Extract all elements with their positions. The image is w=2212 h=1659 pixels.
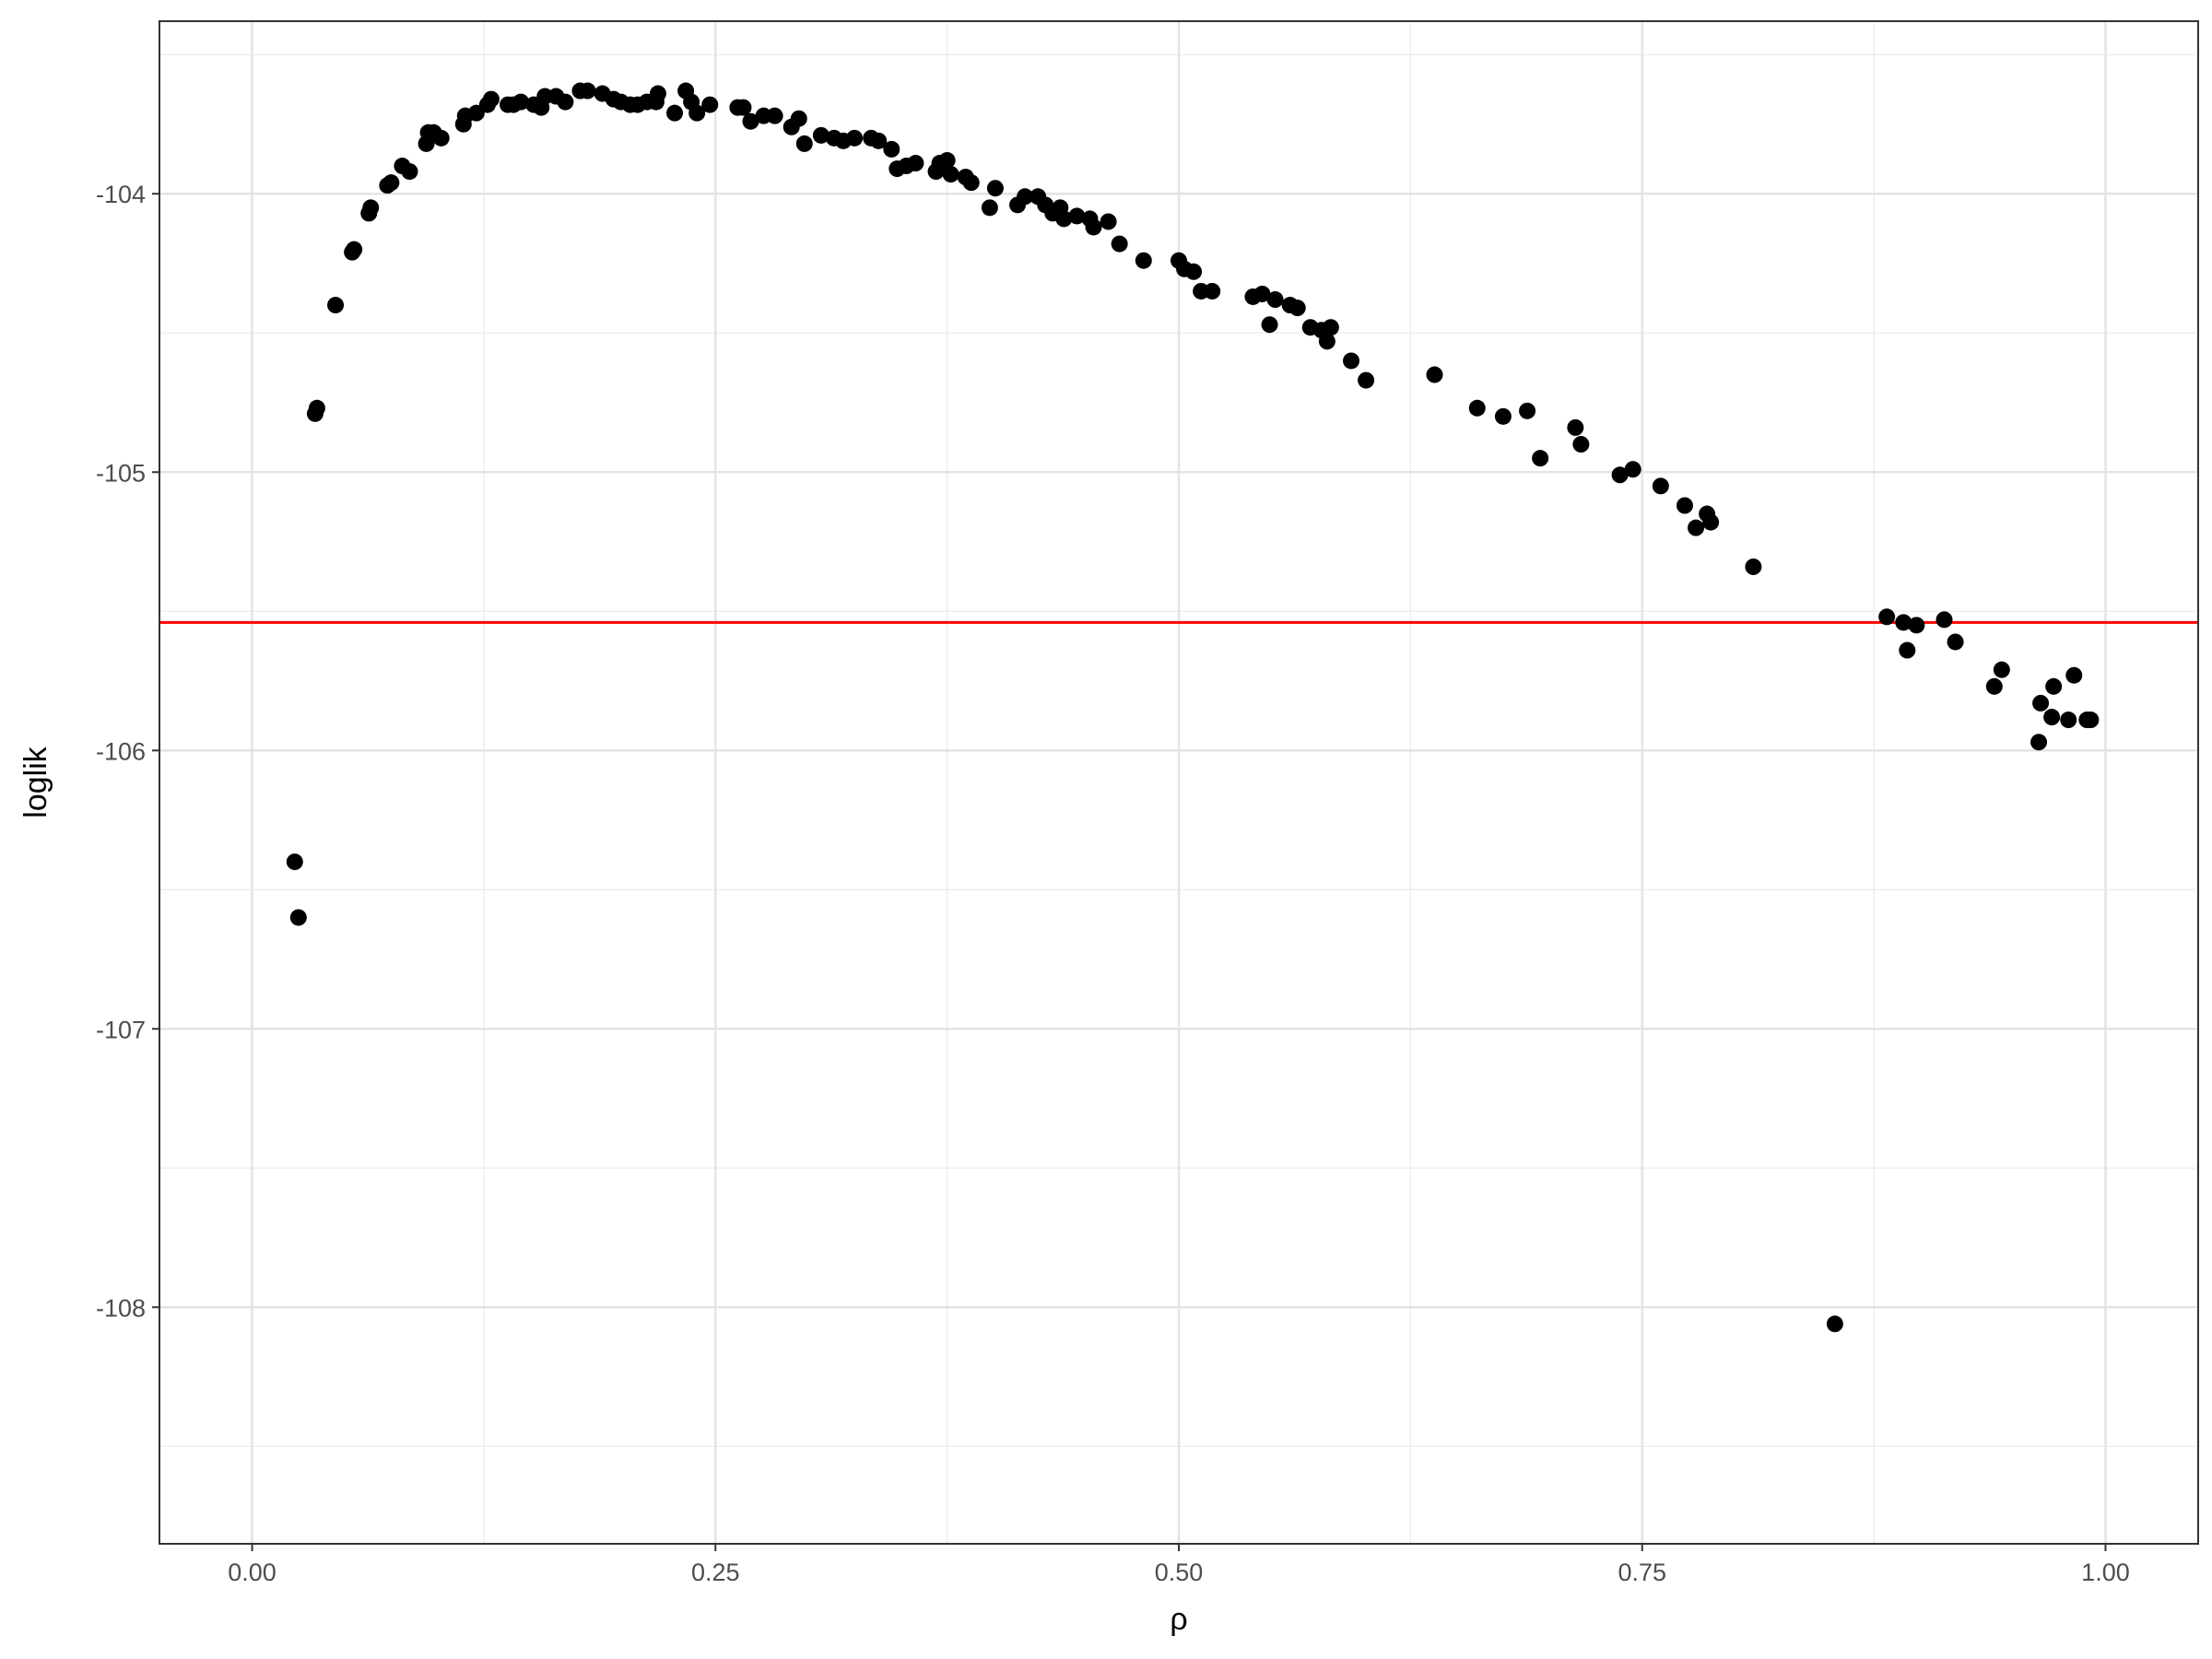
data-point	[2065, 666, 2083, 684]
y-tick-label: -108	[96, 1294, 146, 1322]
data-point	[2060, 712, 2077, 729]
data-point	[1266, 291, 1284, 309]
data-point	[1468, 399, 1486, 417]
data-point	[1426, 366, 1443, 383]
data-point	[1100, 213, 1117, 230]
data-point	[289, 909, 307, 926]
data-point	[790, 110, 807, 127]
data-point	[1111, 235, 1128, 253]
data-point	[1055, 210, 1073, 228]
data-point	[846, 129, 864, 147]
data-point	[1519, 402, 1536, 419]
data-point	[1676, 497, 1693, 514]
data-point	[432, 129, 450, 147]
data-point	[401, 163, 418, 181]
data-point	[1253, 285, 1271, 302]
data-point	[1947, 633, 1964, 651]
data-point	[812, 126, 830, 144]
data-point	[2030, 734, 2048, 751]
data-point	[1017, 188, 1034, 206]
data-point	[482, 90, 500, 108]
data-point	[1908, 617, 1925, 634]
data-point	[2043, 709, 2061, 726]
data-point	[308, 399, 325, 417]
data-point	[1085, 218, 1102, 236]
data-point	[1936, 611, 1953, 629]
y-axis-title: loglik	[18, 746, 53, 818]
data-point	[1624, 461, 1641, 478]
data-point	[883, 140, 900, 158]
data-points	[286, 82, 2100, 1333]
data-point	[795, 135, 813, 152]
y-tick-label: -105	[96, 459, 146, 487]
data-point	[986, 180, 1004, 197]
data-point	[1135, 252, 1152, 269]
data-point	[382, 174, 400, 192]
data-point	[1567, 418, 1584, 436]
x-tick-label: 0.00	[228, 1559, 276, 1586]
y-axis: -104 -105 -106 -107 -108	[96, 181, 159, 1322]
data-point	[1572, 436, 1590, 453]
y-tick-label: -106	[96, 737, 146, 765]
data-point	[1261, 316, 1278, 334]
data-point	[649, 85, 666, 102]
x-axis: 0.00 0.25 0.50 0.75 1.00	[228, 1544, 2130, 1586]
data-point	[2082, 712, 2100, 729]
data-point	[362, 199, 380, 217]
data-point	[766, 107, 783, 124]
data-point	[742, 112, 759, 130]
data-point	[1288, 300, 1306, 317]
data-point	[1895, 614, 1912, 631]
data-point	[1343, 352, 1360, 370]
data-point	[1204, 282, 1221, 300]
data-point	[512, 93, 530, 111]
data-point	[1532, 450, 1549, 467]
y-tick-label: -104	[96, 181, 146, 208]
data-point	[735, 99, 752, 116]
data-point	[1899, 641, 1916, 659]
data-point	[579, 82, 596, 100]
data-point	[701, 96, 719, 113]
data-point	[2032, 694, 2050, 712]
data-point	[1322, 319, 1339, 336]
y-tick-label: -107	[96, 1016, 146, 1043]
data-point	[1878, 608, 1896, 626]
data-point	[2045, 677, 2063, 695]
data-point	[286, 853, 303, 871]
data-point	[666, 104, 684, 122]
data-point	[981, 199, 998, 217]
data-point	[1688, 519, 1705, 536]
data-point	[1745, 558, 1762, 575]
data-point	[870, 132, 888, 149]
data-point	[557, 93, 574, 111]
data-point	[1358, 371, 1375, 389]
data-point	[1652, 477, 1669, 495]
data-point	[907, 155, 924, 172]
x-tick-label: 1.00	[2081, 1559, 2130, 1586]
data-point	[1318, 333, 1335, 350]
data-point	[1993, 661, 2010, 678]
data-point	[1185, 263, 1203, 280]
x-axis-title: ρ	[1170, 1602, 1187, 1637]
data-point	[688, 104, 706, 122]
data-point	[1494, 407, 1512, 425]
data-point	[938, 152, 956, 170]
x-tick-label: 0.75	[1618, 1559, 1666, 1586]
data-point	[1068, 207, 1086, 225]
data-point	[1611, 466, 1629, 484]
data-point	[1985, 677, 2003, 695]
data-point	[942, 166, 959, 183]
data-point	[346, 241, 363, 258]
data-point	[962, 174, 980, 192]
data-point	[327, 297, 345, 314]
data-point	[1702, 513, 1720, 531]
data-point	[1826, 1315, 1843, 1333]
x-tick-label: 0.50	[1155, 1559, 1204, 1586]
x-tick-label: 0.25	[691, 1559, 740, 1586]
